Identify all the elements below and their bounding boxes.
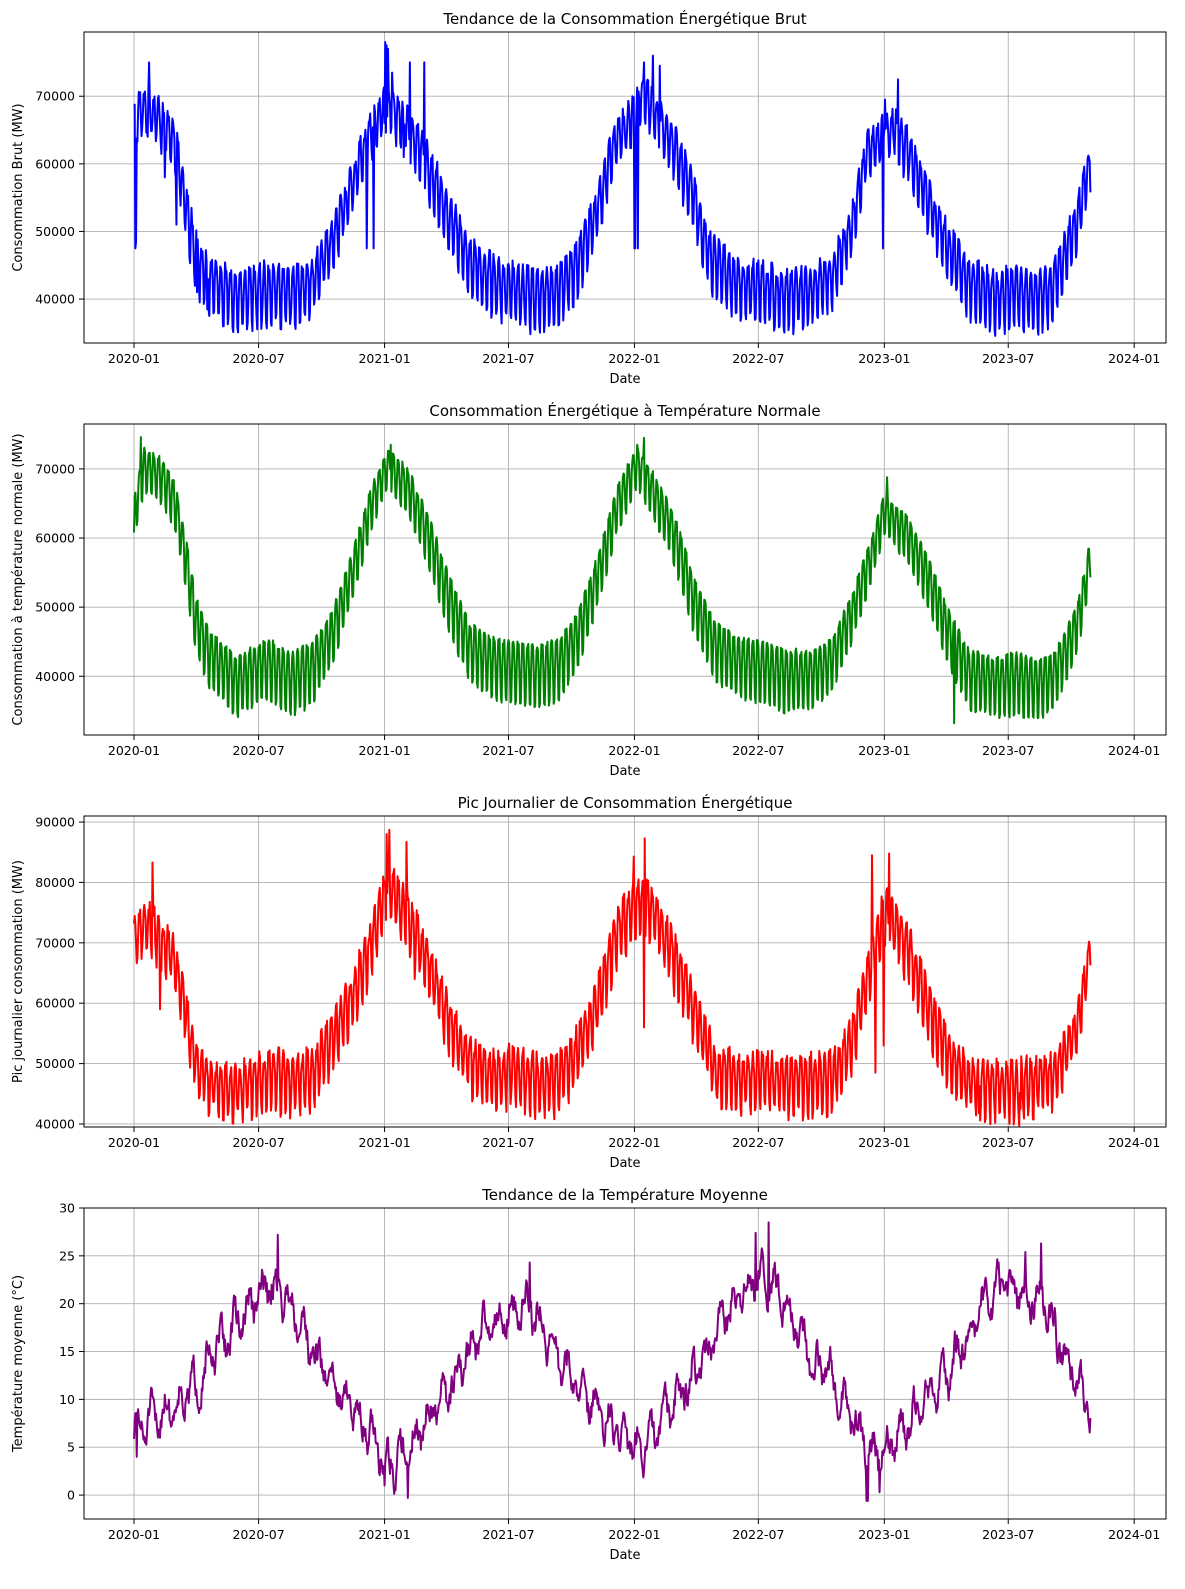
y-tick-label: 5	[67, 1440, 75, 1455]
x-tick-label: 2021-07	[482, 351, 534, 366]
chart-panel-2: 2020-01 2020-07 2021-01 2021-07 2022-01 2022-…	[11, 401, 1167, 779]
y-tick-label: 40000	[35, 292, 75, 307]
x-tick-label: 2020-07	[232, 1527, 284, 1542]
chart-title: Tendance de la Consommation Énergétique …	[442, 9, 806, 28]
y-tick-label: 10	[59, 1392, 75, 1407]
chart-panel-4: 2020-01 2020-07 2021-01 2021-07 2022-01 2022-…	[11, 1186, 1167, 1563]
chart-title: Consommation Énergétique à Température N…	[429, 401, 820, 420]
series-line	[133, 828, 1092, 1127]
y-tick-label: 20	[59, 1296, 75, 1311]
y-tick-label: 70000	[35, 89, 75, 104]
chart-title: Tendance de la Température Moyenne	[481, 1186, 768, 1204]
y-tick-label: 90000	[35, 815, 75, 830]
x-tick-label: 2021-07	[482, 1527, 534, 1542]
x-tick-label: 2020-01	[108, 1527, 160, 1542]
x-axis-label: Date	[609, 764, 640, 779]
x-tick-label: 2020-01	[108, 351, 160, 366]
y-tick-label: 25	[59, 1248, 75, 1263]
series-line	[133, 41, 1092, 337]
x-tick-label: 2020-01	[108, 743, 160, 758]
y-tick-label: 50000	[35, 1056, 75, 1071]
x-tick-label: 2024-01	[1108, 743, 1160, 758]
x-tick-label: 2023-01	[858, 1135, 910, 1150]
chart-title: Pic Journalier de Consommation Énergétiq…	[458, 793, 793, 812]
x-axis-label: Date	[609, 1548, 640, 1563]
series-line	[133, 436, 1092, 725]
x-tick-label: 2023-07	[982, 1527, 1034, 1542]
y-tick-label: 60000	[35, 531, 75, 546]
y-tick-label: 70000	[35, 461, 75, 476]
y-tick-label: 0	[67, 1488, 75, 1503]
y-axis-label: Température moyenne (°C)	[11, 1275, 26, 1453]
y-tick-label: 60000	[35, 156, 75, 171]
x-tick-label: 2021-07	[482, 1135, 534, 1150]
axes-frame	[83, 1207, 1167, 1520]
series-line	[133, 1221, 1092, 1502]
axes-frame	[83, 815, 1167, 1128]
y-tick-label: 40000	[35, 1116, 75, 1131]
axes-frame	[83, 31, 1167, 344]
chart-panel-1: 2020-01 2020-07 2021-01 2021-07 2022-01 2022-…	[11, 9, 1167, 387]
x-tick-label: 2020-07	[232, 743, 284, 758]
x-axis-label: Date	[609, 372, 640, 387]
y-tick-label: 40000	[35, 669, 75, 684]
x-tick-label: 2021-01	[358, 743, 410, 758]
y-tick-label: 80000	[35, 875, 75, 890]
x-tick-label: 2023-01	[858, 351, 910, 366]
x-tick-label: 2021-01	[358, 1135, 410, 1150]
x-tick-label: 2022-01	[608, 743, 660, 758]
y-tick-label: 60000	[35, 996, 75, 1011]
y-tick-label: 50000	[35, 224, 75, 239]
x-tick-label: 2022-07	[732, 351, 784, 366]
x-tick-label: 2022-01	[608, 1135, 660, 1150]
x-tick-label: 2021-07	[482, 743, 534, 758]
x-tick-label: 2023-01	[858, 1527, 910, 1542]
y-axis-label: Pic journalier consommation (MW)	[11, 860, 26, 1083]
x-tick-label: 2020-07	[232, 351, 284, 366]
x-tick-label: 2023-07	[982, 351, 1034, 366]
x-tick-label: 2023-07	[982, 1135, 1034, 1150]
x-tick-label: 2022-07	[732, 1527, 784, 1542]
y-tick-label: 30	[59, 1201, 75, 1216]
x-tick-label: 2022-07	[732, 1135, 784, 1150]
x-tick-label: 2020-07	[232, 1135, 284, 1150]
y-tick-label: 50000	[35, 600, 75, 615]
x-tick-label: 2023-01	[858, 743, 910, 758]
x-tick-label: 2021-01	[358, 351, 410, 366]
y-axis-label: Consommation Brut (MW)	[11, 103, 26, 271]
x-tick-label: 2020-01	[108, 1135, 160, 1150]
y-tick-label: 15	[59, 1344, 75, 1359]
x-axis-label: Date	[609, 1156, 640, 1171]
x-tick-label: 2024-01	[1108, 1527, 1160, 1542]
x-tick-label: 2022-01	[608, 1527, 660, 1542]
y-axis-label: Consommation à température normale (MW)	[11, 433, 26, 725]
x-tick-label: 2022-01	[608, 351, 660, 366]
x-tick-label: 2023-07	[982, 743, 1034, 758]
y-tick-label: 70000	[35, 935, 75, 950]
x-tick-label: 2022-07	[732, 743, 784, 758]
x-tick-label: 2024-01	[1108, 351, 1160, 366]
axes-frame	[83, 423, 1167, 736]
x-tick-label: 2024-01	[1108, 1135, 1160, 1150]
chart-panel-3: 2020-01 2020-07 2021-01 2021-07 2022-01 2022-…	[11, 793, 1167, 1171]
x-tick-label: 2021-01	[358, 1527, 410, 1542]
